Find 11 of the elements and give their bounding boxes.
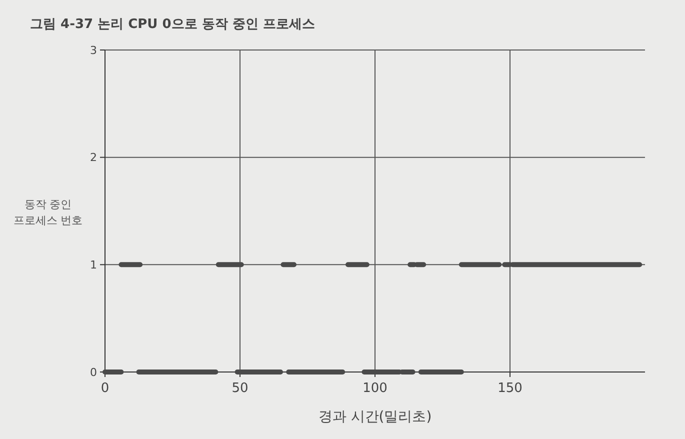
x-tick-label: 100 xyxy=(362,381,388,396)
y-tick-label: 1 xyxy=(90,258,97,272)
y-axis-title: 동작 중인 프로세스 번호 xyxy=(13,198,83,227)
x-tick-label: 50 xyxy=(232,381,248,396)
y-tick-label: 2 xyxy=(90,151,97,164)
x-tick-label: 150 xyxy=(498,381,522,396)
x-axis-title: 경과 시간(밀리초) xyxy=(318,409,432,425)
y-tick-label: 0 xyxy=(90,366,97,379)
chart-title: 그림 4-37 논리 CPU 0으로 동작 중인 프로세스 xyxy=(30,17,315,32)
x-tick-label: 0 xyxy=(100,381,110,396)
y-tick-label: 3 xyxy=(90,44,97,57)
